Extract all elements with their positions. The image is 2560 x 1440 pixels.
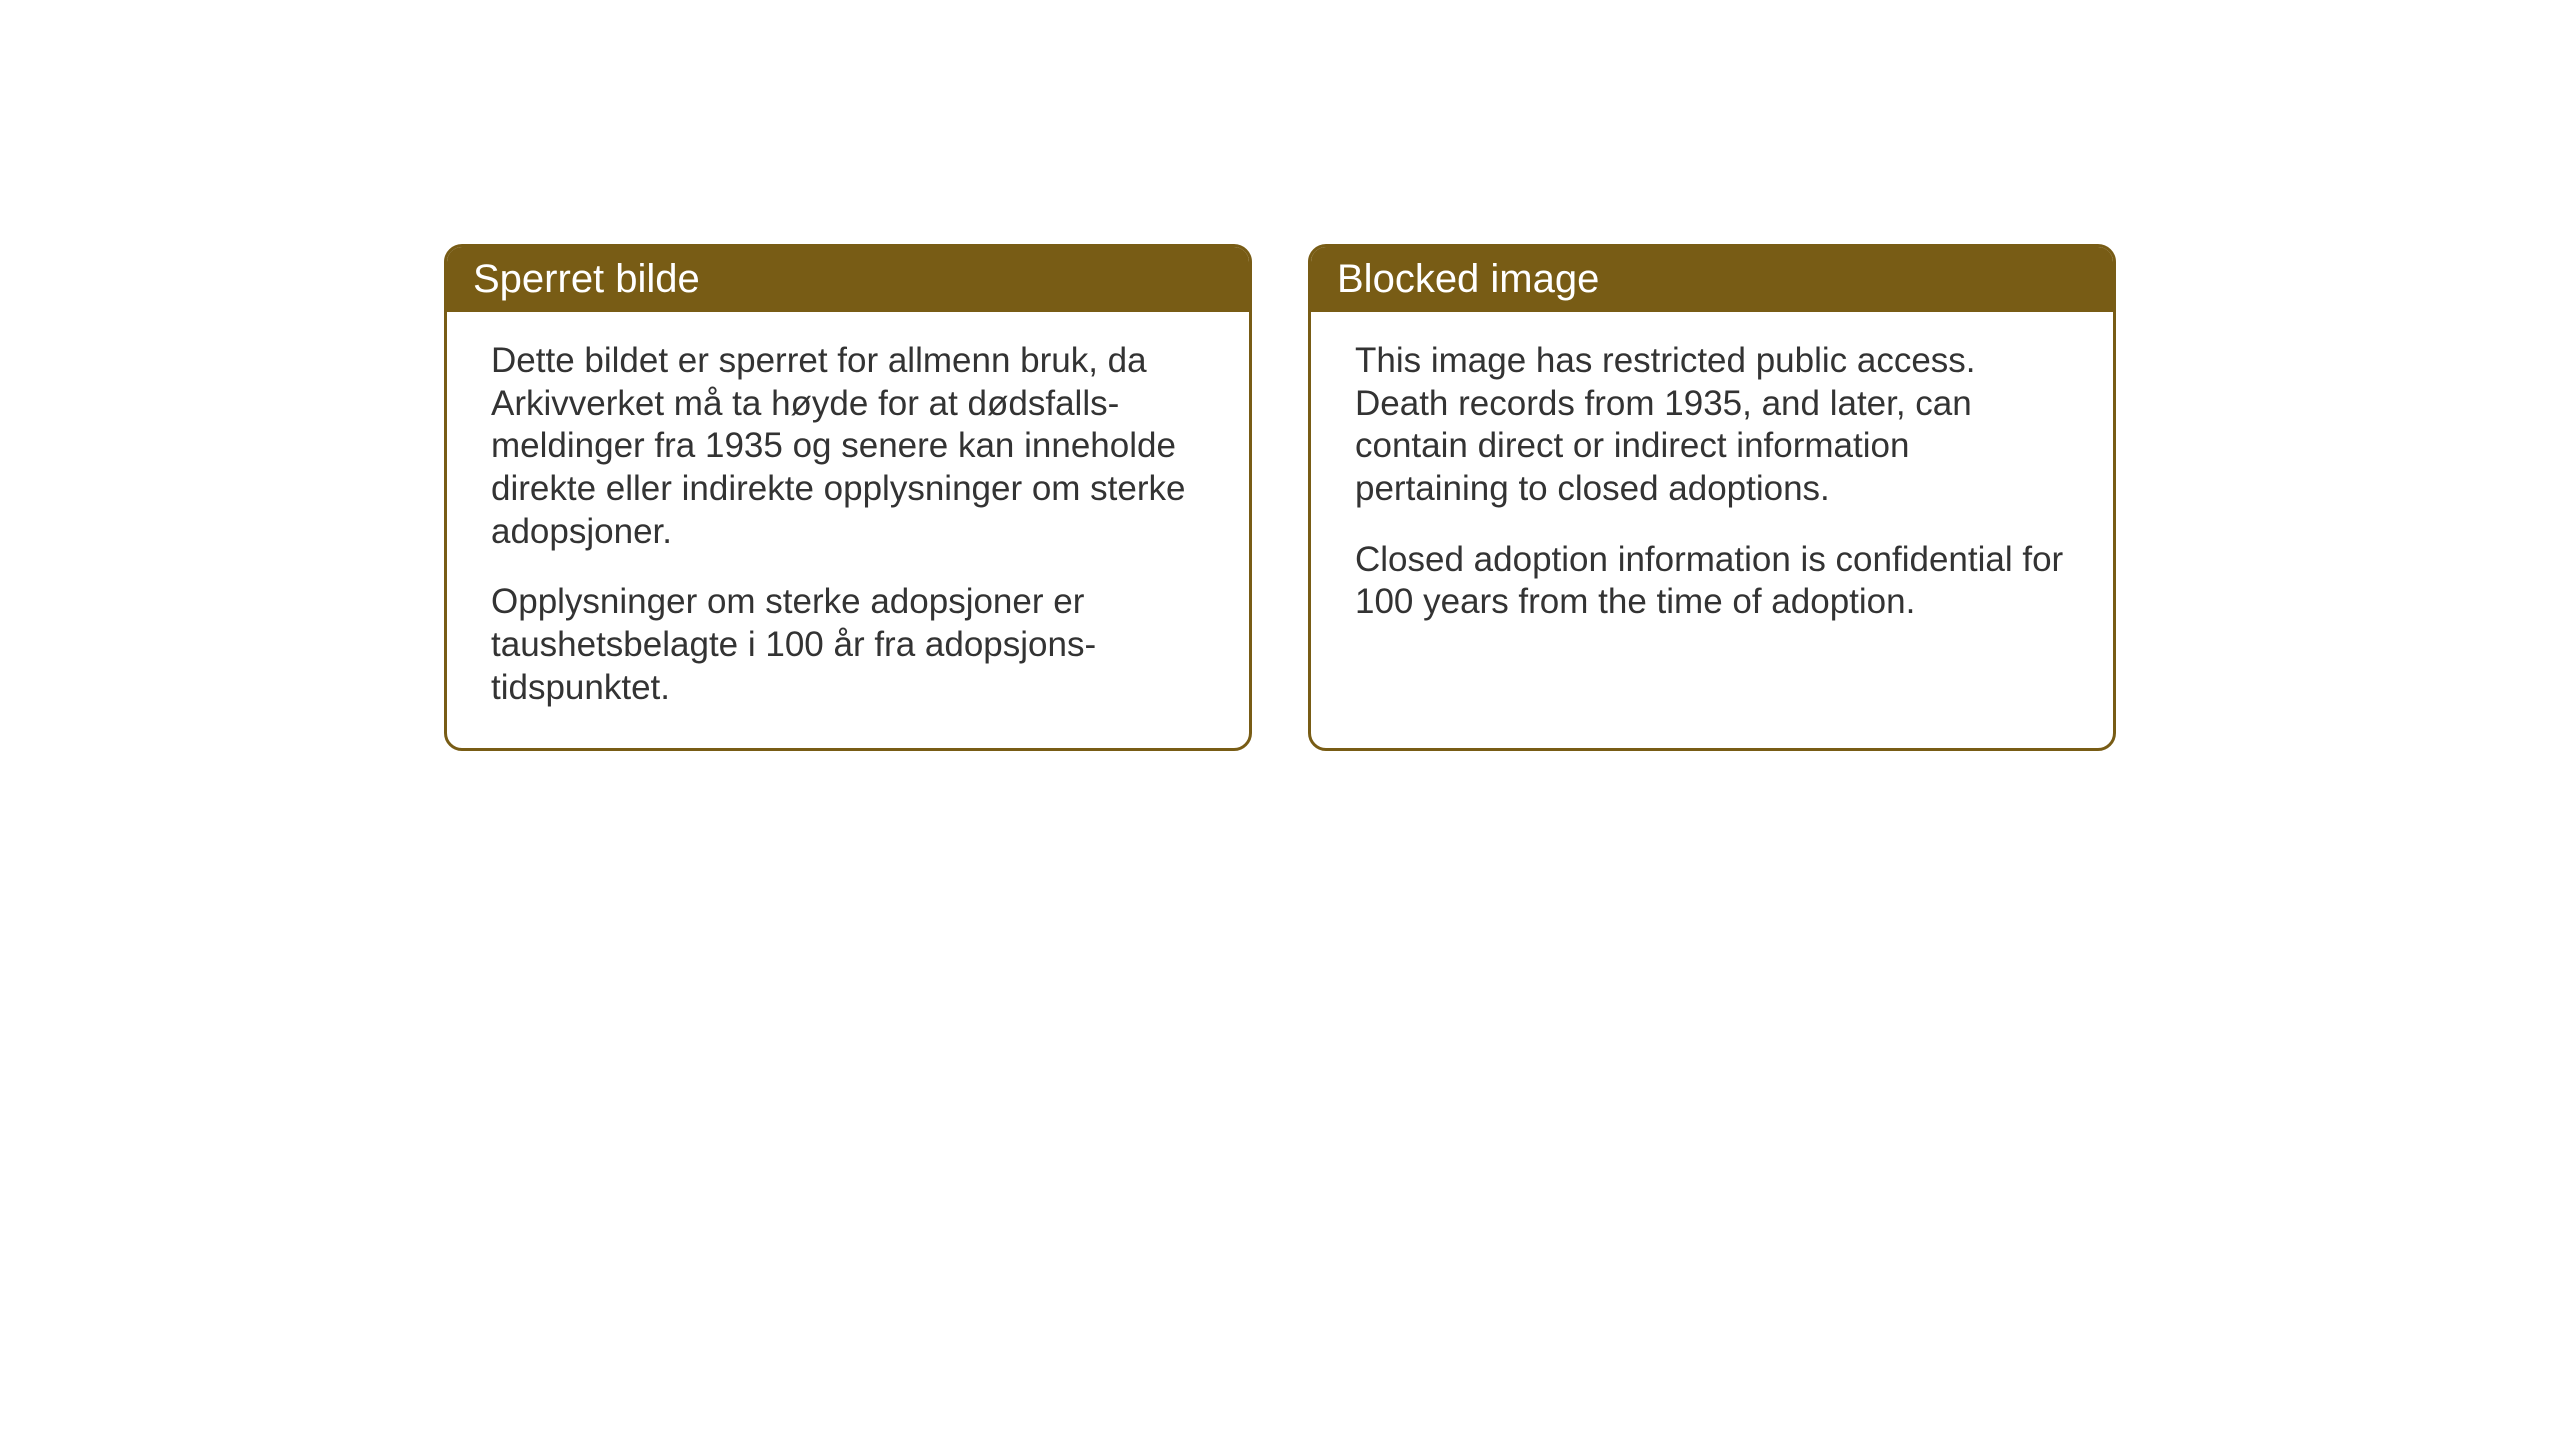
english-paragraph-1: This image has restricted public access.…	[1355, 340, 2069, 511]
norwegian-paragraph-2: Opplysninger om sterke adopsjoner er tau…	[491, 581, 1205, 709]
norwegian-paragraph-1: Dette bildet er sperret for allmenn bruk…	[491, 340, 1205, 553]
english-notice-card: Blocked image This image has restricted …	[1308, 244, 2116, 751]
english-card-body: This image has restricted public access.…	[1311, 312, 2113, 662]
cards-container: Sperret bilde Dette bildet er sperret fo…	[444, 244, 2116, 751]
norwegian-card-body: Dette bildet er sperret for allmenn bruk…	[447, 312, 1249, 748]
norwegian-card-title: Sperret bilde	[447, 247, 1249, 312]
english-paragraph-2: Closed adoption information is confident…	[1355, 539, 2069, 624]
english-card-title: Blocked image	[1311, 247, 2113, 312]
norwegian-notice-card: Sperret bilde Dette bildet er sperret fo…	[444, 244, 1252, 751]
